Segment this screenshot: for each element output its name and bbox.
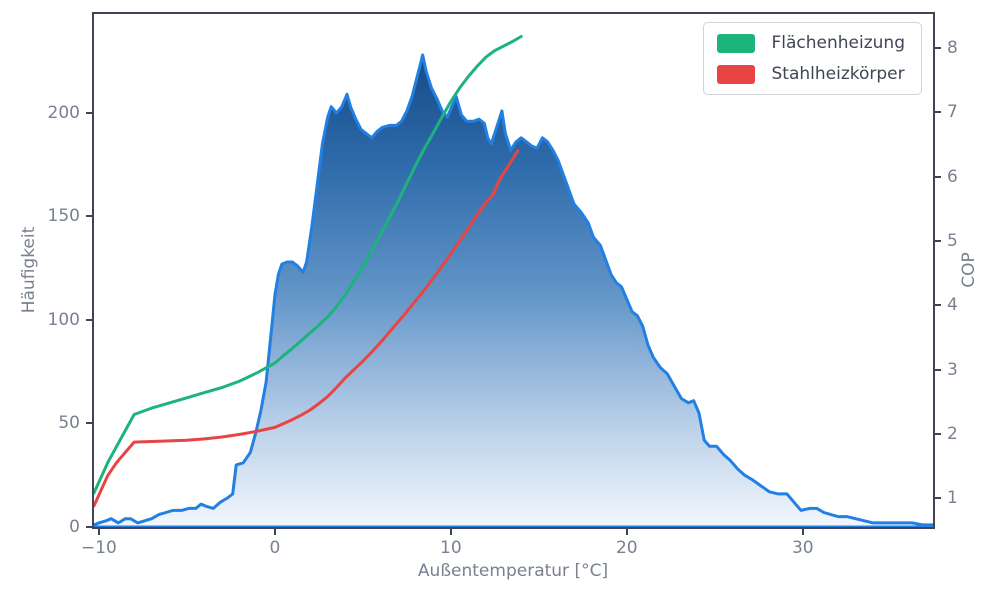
x-tick-label: 0 [269,538,281,558]
y-right-tick-label: 3 [947,359,958,380]
y-left-tick-label: 200 [47,102,80,123]
x-tick [449,529,452,535]
y-left-tick-label: 100 [47,309,80,330]
y-right-tick-label: 5 [947,230,958,251]
legend: Flächenheizung Stahlheizkörper [702,22,922,95]
y-left-tick [86,318,92,321]
flaechenheizung-line [94,35,523,495]
y-left-tick [86,111,92,114]
y-left-tick-label: 0 [69,517,80,537]
chart-canvas [94,35,933,527]
y-left-axis-label: Häufigkeit [19,226,39,314]
x-tick-label: 20 [615,538,638,558]
plot-area: Flächenheizung Stahlheizkörper [92,12,935,529]
y-left-tick-label: 150 [47,206,80,227]
stahlheizkoerper-line [94,149,520,508]
y-right-tick-label: 7 [947,102,958,123]
flaechenheizung-swatch-icon [716,33,755,53]
y-left-tick [86,422,92,425]
x-tick-label: 30 [791,538,814,558]
legend-label-flaechenheizung: Flächenheizung [771,33,906,53]
y-right-tick [935,304,941,307]
y-right-tick [935,175,941,178]
y-left-tick-label: 50 [58,413,80,434]
x-tick [273,529,276,535]
y-right-tick-label: 4 [947,295,958,316]
y-right-tick-label: 2 [947,423,958,444]
y-right-tick [935,47,941,50]
y-right-tick-label: 8 [947,38,958,59]
y-right-tick [935,239,941,242]
y-right-tick-label: 1 [947,488,958,509]
x-tick [625,529,628,535]
y-left-tick [86,215,92,218]
x-tick [801,529,804,535]
x-tick [97,529,100,535]
legend-label-stahlheizkoerper: Stahlheizkörper [771,64,905,84]
y-right-axis-label: COP [959,252,979,288]
y-right-tick [935,432,941,435]
x-axis-label: Außentemperatur [°C] [417,561,609,581]
y-right-tick-label: 6 [947,166,958,187]
y-left-tick [86,526,92,528]
legend-item-flaechenheizung: Flächenheizung [716,33,906,53]
histogram-area [94,53,933,527]
y-right-tick [935,497,941,500]
stahlheizkoerper-swatch-icon [716,64,755,84]
x-tick-label: 10 [440,538,462,558]
y-right-tick [935,368,941,371]
legend-item-stahlheizkoerper: Stahlheizkörper [716,64,906,84]
y-right-tick [935,111,941,114]
x-tick-label: −10 [80,538,117,558]
